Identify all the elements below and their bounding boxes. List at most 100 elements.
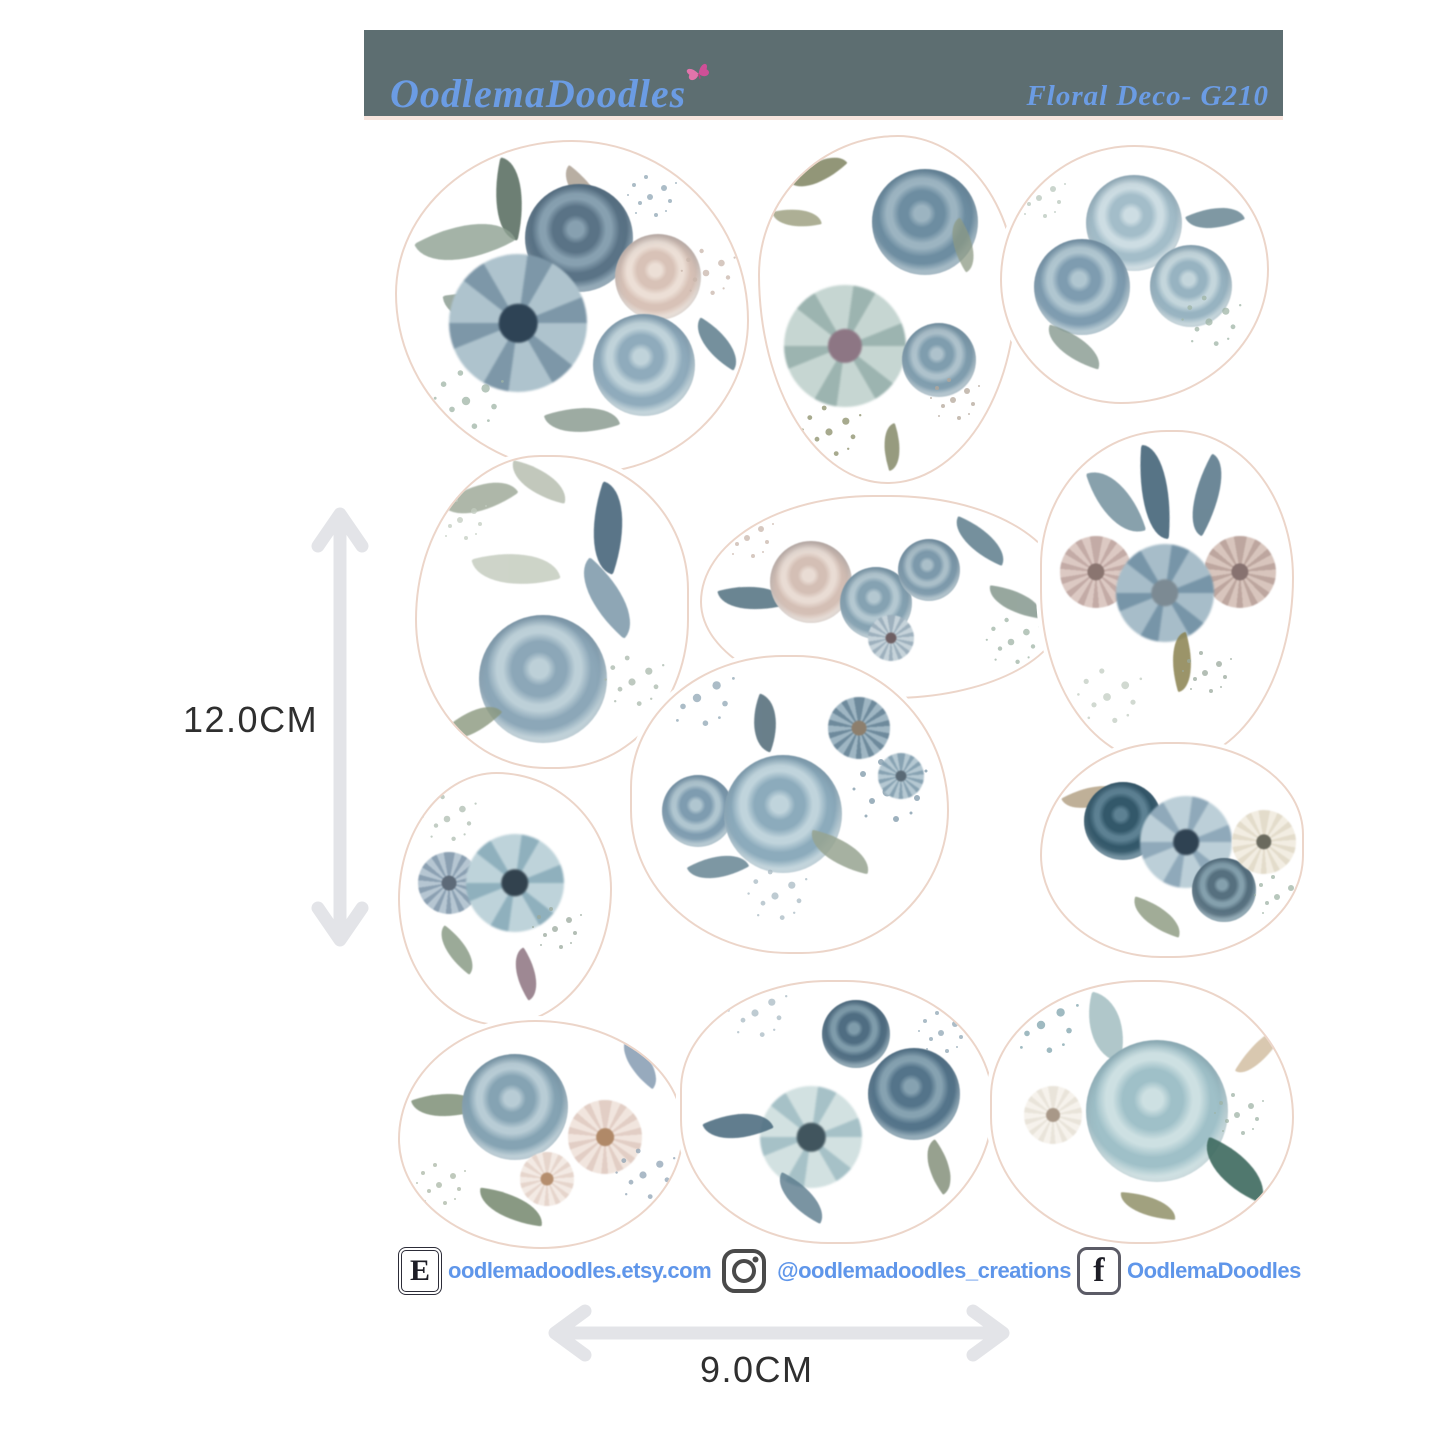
flower-anemone — [466, 834, 564, 932]
sticker-bouquet-5 — [700, 495, 1064, 699]
sticker-bouquet-7 — [398, 772, 612, 1026]
flower-anemone — [784, 285, 906, 407]
leaf — [986, 585, 1046, 619]
foliage-spray — [1234, 1112, 1240, 1118]
instagram-handle: @oodlemadoodles_creations — [777, 1258, 1071, 1283]
flower-daisy — [568, 1100, 642, 1174]
flower-daisy — [1232, 810, 1296, 874]
foliage-spray — [1103, 693, 1111, 701]
sticker-bouquet-2 — [758, 135, 1017, 484]
flower-rose — [902, 323, 976, 397]
flower-anemone — [760, 1086, 862, 1188]
flower-daisy — [868, 615, 914, 661]
width-dimension-label: 9.0CM — [700, 1349, 814, 1390]
leaf — [1119, 1192, 1177, 1220]
etsy-icon: E — [398, 1247, 442, 1295]
sticker-bouquet-12 — [990, 980, 1294, 1244]
flower-rose — [479, 615, 607, 743]
sticker-bouquet-11 — [680, 980, 994, 1244]
flower-anemone — [1116, 544, 1214, 642]
foliage-spray — [825, 428, 833, 436]
flower-daisy — [828, 697, 890, 759]
flower-daisy — [878, 753, 924, 799]
height-arrow — [311, 507, 369, 947]
leaf — [742, 693, 788, 753]
foliage-spray — [950, 397, 956, 403]
etsy-icon-letter: E — [409, 1254, 430, 1287]
flower-rose — [1086, 1040, 1228, 1182]
foliage-spray — [751, 1009, 759, 1017]
flower-rose — [868, 1048, 960, 1140]
leaf — [685, 317, 747, 371]
leaf — [471, 539, 561, 599]
sticker-bouquet-6 — [1040, 430, 1294, 764]
flower-rose — [898, 539, 960, 601]
foliage-spray — [647, 194, 653, 200]
social-links-row: E oodlemadoodles.etsy.com @oodlemadoodle… — [398, 1243, 1301, 1299]
leaf — [875, 422, 909, 472]
flower-rose — [662, 775, 734, 847]
product-code: Floral Deco- G210 — [1026, 80, 1269, 113]
flower-anemone — [449, 254, 587, 392]
sheet-header: OodlemaDoodles Floral Deco- G210 — [364, 30, 1283, 120]
butterfly-icon — [686, 63, 710, 81]
sticker-bouquet-10 — [398, 1020, 684, 1249]
foliage-spray — [938, 1030, 944, 1036]
leaf — [441, 464, 519, 532]
height-dimension-label: 12.0CM — [183, 699, 319, 740]
flower-rose — [770, 541, 852, 623]
brand-logo: OodlemaDoodles — [390, 63, 720, 116]
foliage-spray — [702, 269, 710, 277]
foliage-spray — [744, 535, 750, 541]
foliage-spray — [436, 1182, 442, 1188]
leaf — [503, 947, 549, 1001]
foliage-spray — [1036, 1020, 1046, 1030]
foliage-spray — [1202, 670, 1208, 676]
foliage-spray — [461, 396, 471, 406]
foliage-spray — [1036, 195, 1042, 201]
foliage-spray — [628, 678, 636, 686]
flower-rose — [462, 1054, 568, 1160]
foliage-spray — [1007, 638, 1015, 646]
leaf — [1185, 195, 1245, 241]
foliage-spray — [443, 815, 451, 823]
flower-rose — [593, 314, 695, 416]
leaf — [1234, 1019, 1286, 1083]
flower-rose — [822, 1000, 890, 1068]
leaf — [913, 1139, 965, 1195]
flower-daisy — [1204, 536, 1276, 608]
sticker-bouquet-9 — [1040, 742, 1304, 958]
flower-daisy — [1024, 1086, 1082, 1144]
leaf — [611, 1036, 669, 1090]
sticker-bouquet-3 — [1000, 145, 1269, 404]
leaf — [506, 460, 572, 504]
foliage-spray — [552, 926, 558, 932]
foliage-spray — [457, 517, 463, 523]
flower-rose — [615, 234, 701, 320]
etsy-shop-url: oodlemadoodles.etsy.com — [448, 1258, 712, 1283]
leaf — [429, 925, 485, 975]
foliage-spray — [639, 1171, 647, 1179]
leaf — [772, 202, 822, 234]
brand-logo-text: OodlemaDoodles — [390, 71, 687, 116]
flower-rose — [1150, 245, 1232, 327]
leaf — [1175, 453, 1239, 537]
sticker-bouquet-1 — [395, 140, 749, 474]
leaf — [788, 143, 848, 201]
foliage-spray — [692, 693, 702, 703]
leaf — [1085, 461, 1147, 543]
foliage-spray — [771, 892, 779, 900]
leaf — [1193, 1136, 1277, 1204]
facebook-icon-letter: f — [1093, 1252, 1105, 1289]
facebook-icon: f — [1076, 1247, 1121, 1295]
flower-rose — [1034, 239, 1130, 335]
width-arrow — [548, 1304, 1010, 1362]
facebook-page-name: OodlemaDoodles — [1126, 1258, 1301, 1283]
sticker-bouquet-8 — [630, 655, 949, 954]
sticker-bouquet-4 — [415, 455, 689, 769]
leaf — [1127, 896, 1187, 938]
foliage-spray — [1205, 318, 1213, 326]
instagram-icon — [722, 1249, 767, 1293]
